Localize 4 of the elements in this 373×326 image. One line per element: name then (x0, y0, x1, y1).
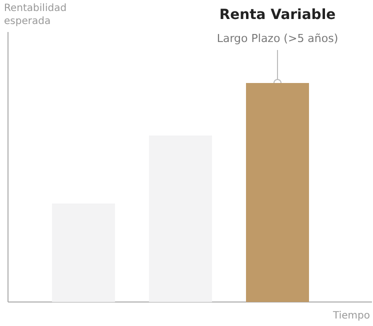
text: Rentabilidad esperada (4, 3, 67, 27)
annotation: Largo Plazo (>5 años) (216, 32, 338, 45)
text: Renta Variable (219, 7, 336, 23)
x-axis-title: Tiempo (332, 310, 370, 322)
